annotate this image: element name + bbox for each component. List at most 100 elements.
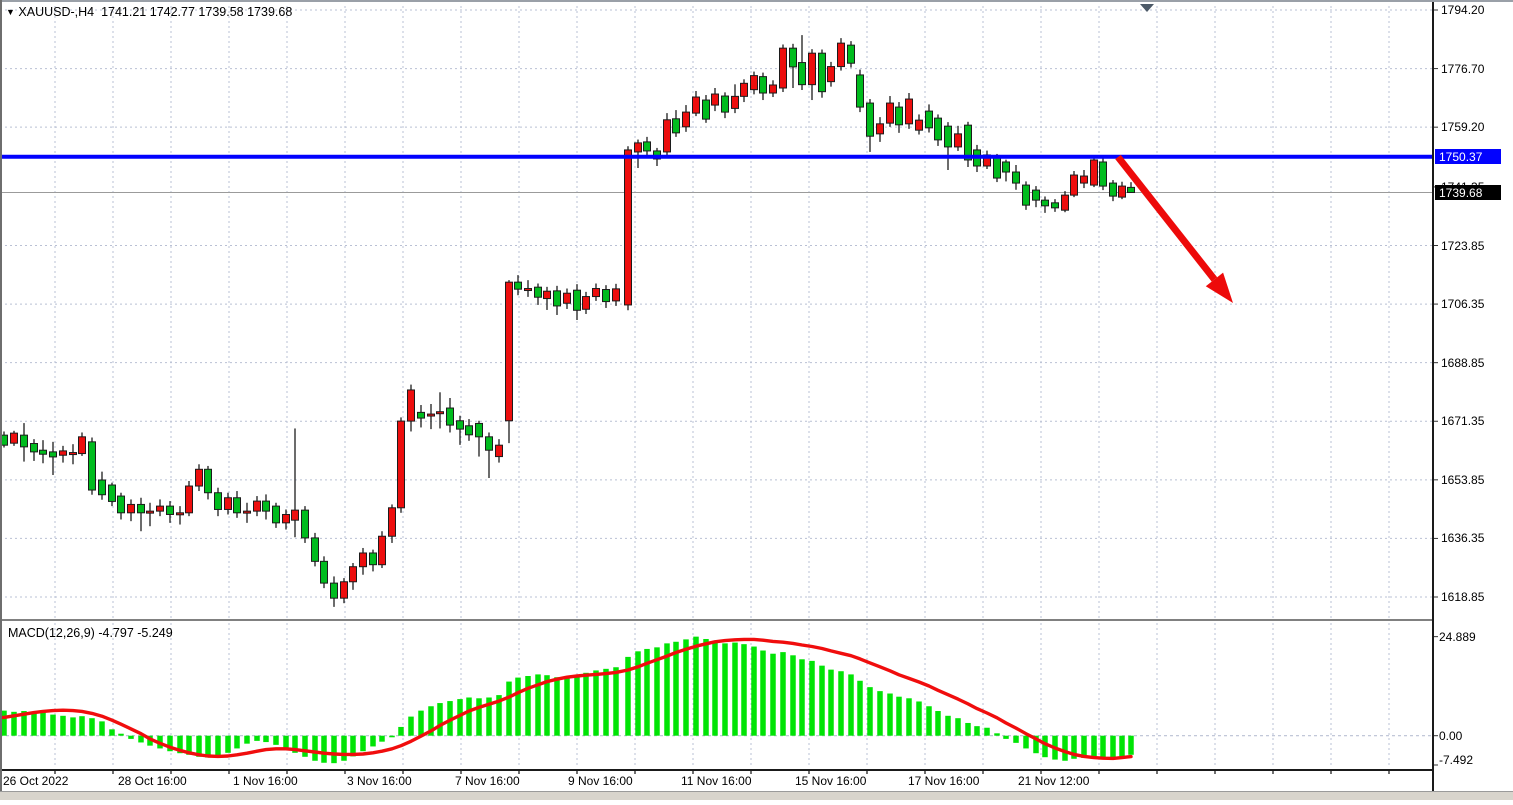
macd-histogram-bar [244,735,250,744]
candle-bull [711,93,719,106]
ohlc-close: 1739.68 [247,5,293,19]
macd-histogram-bar [673,641,679,736]
candle-bear [137,503,145,514]
candle-bull [340,581,348,599]
macd-histogram-bar [896,696,902,736]
macd-histogram-bar [935,711,941,736]
candle-bear [1051,202,1059,209]
candle-bull [692,96,700,114]
macd-histogram-bar [1128,735,1134,755]
macd-histogram-bar [1091,735,1097,757]
candle-bull [1080,175,1088,184]
macd-tick-label: 0.00 [1439,728,1463,743]
candle-bear [798,62,806,86]
macd-histogram-bar [40,712,46,736]
candle-bull [69,452,77,456]
candle-bear [702,99,710,120]
trend-arrow-shaft[interactable] [1115,154,1218,282]
candle-bear [88,441,96,491]
candle-bear [1032,189,1040,201]
candle-bear [485,436,493,451]
time-tick-label: 7 Nov 16:00 [455,774,520,788]
time-tick-label: 15 Nov 16:00 [795,774,867,788]
macd-histogram-bar [1062,735,1068,761]
candle-bear [856,74,864,108]
time-tick-label: 28 Oct 16:00 [118,774,187,788]
macd-histogram-bar [515,677,521,736]
macd-histogram-bar [741,644,747,736]
candle-bear [98,479,106,496]
macd-panel-separator[interactable] [0,619,1434,621]
candle-bull [915,119,923,131]
macd-histogram-bar [79,716,85,736]
price-tick-label: 1618.85 [1441,590,1485,604]
macd-histogram-bar [1023,735,1029,749]
macd-histogram-bar [379,735,385,742]
candle-bear [117,495,125,514]
macd-histogram-bar [398,726,404,736]
macd-histogram-bar [302,735,308,757]
macd-histogram-bar [945,715,951,736]
macd-histogram-bar [635,651,641,736]
candle-bear [847,44,855,64]
candle-bull [731,95,739,109]
macd-histogram-bar [1119,735,1125,757]
candle-bear [553,290,561,307]
symbol-collapse-icon[interactable]: ▼ [6,7,15,17]
candle-bull [1061,194,1069,211]
candle-bull [127,503,135,514]
candle-bull [543,290,551,300]
macd-histogram-bar [360,735,366,752]
macd-histogram-bar [1033,735,1039,754]
macd-histogram-bar [780,652,786,736]
macd-histogram-bar [263,735,269,743]
time-tick-label: 26 Oct 2022 [3,774,69,788]
macd-histogram-bar [167,735,173,752]
candle-bear [514,281,522,290]
candle-bear [895,106,903,126]
macd-histogram-bar [128,735,134,739]
candle-bear [20,434,28,448]
macd-histogram-bar [1071,735,1077,759]
candle-bear [1002,161,1010,173]
price-axis-separator[interactable] [1432,2,1434,792]
macd-histogram-bar [644,648,650,736]
macd-histogram-bar [887,693,893,736]
macd-histogram-bar [50,714,56,736]
macd-histogram-bar [1081,735,1087,758]
macd-main-value: -4.797 [98,626,134,640]
macd-histogram-bar [574,676,580,736]
last-price-badge: 1739.68 [1435,185,1501,200]
candle-bull [954,133,962,148]
candle-bull [740,82,748,97]
macd-histogram-bar [496,695,502,736]
macd-histogram-bar [1042,735,1048,758]
macd-histogram-bar [583,672,589,736]
window-bottom-strip [0,792,1513,800]
macd-histogram-bar [751,646,757,736]
candle-bull [10,432,18,444]
candle-bull [195,468,203,487]
candle-bear [233,497,241,514]
macd-histogram-bar [809,660,815,736]
candle-bull [291,509,299,521]
candle-bull [505,281,513,422]
macd-histogram-bar [138,735,144,743]
macd-histogram-bar [21,711,27,736]
time-tick-label: 11 Nov 16:00 [681,774,752,788]
price-tick-label: 1759.20 [1441,120,1485,135]
candle-bear [818,52,826,93]
trend-arrow-head[interactable] [1205,272,1233,303]
candle-bull [886,102,894,124]
candle-bear [573,289,581,311]
macd-histogram-bar [926,706,932,736]
macd-histogram-bar [389,735,395,738]
macd-histogram-bar [225,735,231,753]
macd-indicator-label: MACD(12,26,9) -4.797 -5.249 [8,626,173,640]
window-bottom-border [0,791,1513,792]
chart-shift-marker-icon[interactable] [1140,4,1154,12]
macd-histogram-bar [70,717,76,736]
candle-bull [905,98,913,125]
macd-histogram-bar [955,718,961,736]
